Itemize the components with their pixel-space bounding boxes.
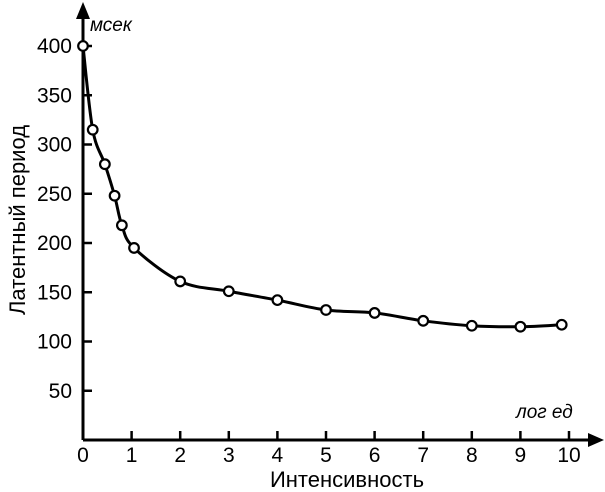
y-tick-label: 50 [49,380,72,403]
data-point [222,285,235,298]
y-tick-label: 300 [37,134,72,157]
data-point [115,219,128,232]
axes [76,2,604,447]
y-unit-label: мсек [90,15,133,36]
x-tick-label: 5 [320,444,332,467]
data-point [320,304,332,316]
y-tick-label: 200 [37,232,72,255]
x-tick-label: 8 [466,444,478,467]
y-tick-label: 350 [37,84,72,107]
x-unit-label: лог ед [515,402,573,423]
data-point [128,242,140,254]
data-point [108,189,121,202]
data-point [555,318,568,331]
data-point [77,40,89,52]
x-tick-label: 3 [223,444,235,467]
x-tick-label: 0 [77,444,89,467]
labels-layer: 0 1 2 3 4 5 6 7 8 9 10 50 100 150 200 250 300 350 400 [37,35,581,467]
ticks [83,44,571,440]
data-point [174,275,187,288]
data-point [417,314,430,327]
y-tick-label: 400 [37,35,72,58]
x-tick-label: 9 [515,444,527,467]
y-tick-label: 150 [37,281,72,304]
y-axis-arrow [76,2,90,19]
x-tick-label: 1 [126,444,138,467]
data-point [465,319,478,332]
x-tick-label: 4 [272,444,284,467]
data-point [86,123,99,136]
x-axis-arrow [588,433,604,447]
y-axis-title: Латентный период [5,125,30,315]
x-tick-label: 7 [417,444,429,467]
y-tick-label: 250 [37,183,72,206]
x-tick-label: 2 [174,444,186,467]
data-point [368,307,381,319]
data-point [271,294,284,307]
y-tick-label: 100 [37,331,72,354]
data-point [514,320,527,333]
data-point [98,158,111,171]
curve-layer [81,44,564,329]
x-tick-label: 10 [557,444,580,467]
latency-curve [81,44,564,329]
x-tick-label: 6 [369,444,381,467]
points-layer [77,40,568,333]
x-axis-title: Интенсивность [270,467,424,492]
